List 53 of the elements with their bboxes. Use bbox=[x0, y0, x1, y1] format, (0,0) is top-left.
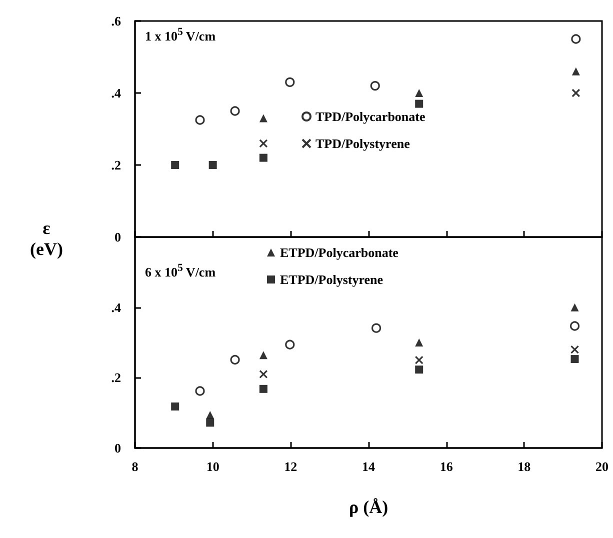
annotation: 6 x 10$^{5}$ V/cm bbox=[145, 262, 216, 280]
legend-label: ETPD/Polystyrene bbox=[280, 272, 384, 287]
point bbox=[171, 161, 180, 169]
x-tick-label: 16 bbox=[440, 459, 454, 474]
point bbox=[208, 161, 217, 169]
point bbox=[285, 340, 295, 350]
point bbox=[414, 356, 424, 364]
x-tick-label: 18 bbox=[518, 459, 532, 474]
point bbox=[415, 89, 424, 97]
point bbox=[285, 77, 295, 87]
point bbox=[415, 366, 424, 374]
x-tick-label: 12 bbox=[284, 459, 298, 474]
point bbox=[371, 323, 382, 333]
x-axis-title: ρ (Å) bbox=[348, 497, 388, 517]
point bbox=[230, 354, 240, 365]
x-tick-label: 10 bbox=[206, 459, 220, 474]
point bbox=[572, 67, 580, 76]
y-tick-label: .4 bbox=[111, 300, 122, 315]
point bbox=[230, 106, 240, 116]
x-tick-label: 14 bbox=[362, 459, 376, 474]
point bbox=[572, 88, 580, 98]
point bbox=[206, 410, 214, 419]
point bbox=[171, 402, 180, 411]
point bbox=[259, 370, 268, 378]
y-tick-label: .2 bbox=[111, 158, 121, 172]
point bbox=[259, 384, 268, 393]
point bbox=[206, 418, 214, 427]
point bbox=[195, 386, 205, 396]
point bbox=[259, 114, 268, 122]
point bbox=[570, 303, 579, 312]
y-tick-label: 0 bbox=[114, 440, 121, 456]
y-tick-label: .6 bbox=[111, 14, 122, 28]
point bbox=[571, 34, 581, 44]
legend-label: TPD/Polycarbonate bbox=[316, 109, 426, 124]
point bbox=[195, 115, 205, 125]
y-tick-label: .2 bbox=[111, 370, 121, 386]
point bbox=[259, 139, 268, 148]
legend-label: TPD/Polystyrene bbox=[316, 136, 410, 151]
legend-label: ETPD/Polycarbonate bbox=[280, 245, 399, 260]
point bbox=[370, 81, 380, 91]
point bbox=[415, 100, 424, 108]
point bbox=[570, 345, 580, 354]
y-tick-label: .4 bbox=[111, 86, 122, 100]
point bbox=[570, 355, 579, 364]
annotation: 1 x 10$^{5}$ V/cm bbox=[145, 26, 216, 44]
point bbox=[415, 338, 424, 346]
x-tick-label: 20 bbox=[596, 459, 608, 474]
x-tick-label: 8 bbox=[132, 459, 139, 474]
point bbox=[259, 351, 268, 360]
point bbox=[259, 154, 268, 162]
point bbox=[570, 321, 580, 331]
y-axis-title: ε (eV) bbox=[30, 218, 63, 260]
y-tick-label: 0 bbox=[114, 230, 121, 244]
